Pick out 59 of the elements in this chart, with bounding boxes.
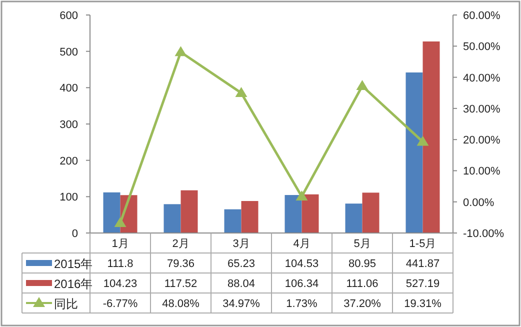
bar (422, 41, 440, 233)
data-label: 34.97% (222, 298, 260, 310)
bar (406, 72, 423, 233)
y2-tick-label: 0.00% (463, 196, 494, 209)
data-label: 80.95 (348, 258, 376, 270)
x-tick-label: 4月 (293, 238, 310, 250)
point (356, 80, 368, 90)
bar (103, 192, 120, 233)
y-tick-label: 0 (72, 228, 78, 240)
x-tick-label: 1月 (112, 238, 129, 250)
x-tick-label: 2月 (172, 238, 190, 250)
data-label: 111.8 (107, 258, 134, 270)
y-tick-label: 300 (60, 119, 78, 131)
data-label: 527.19 (406, 278, 440, 290)
y-tick-label: 200 (60, 155, 78, 168)
y2-tick-label: 60.00% (463, 10, 501, 22)
data-label: 48.08% (162, 298, 200, 310)
bar (224, 209, 242, 233)
legend-label: 2015年 (54, 257, 93, 271)
y-tick-label: 400 (60, 82, 78, 95)
bar (345, 204, 362, 233)
point (296, 190, 308, 200)
data-label: 19.31% (404, 298, 442, 310)
data-label: 111.06 (346, 278, 378, 290)
y-tick-label: 600 (60, 10, 78, 22)
bar (164, 204, 181, 233)
data-label: 65.23 (227, 258, 256, 270)
x-tick-label: 5月 (354, 238, 371, 250)
y2-tick-label: -10.00% (463, 228, 504, 240)
x-tick-label: 3月 (232, 238, 250, 250)
data-label: 106.34 (284, 278, 319, 290)
y2-tick-label: 10.00% (463, 166, 501, 178)
y2-tick-label: 50.00% (463, 41, 501, 54)
data-label: -6.77% (102, 298, 138, 310)
data-label: 104.53 (284, 258, 319, 270)
point (235, 86, 248, 97)
bar (284, 195, 302, 233)
bar (362, 192, 380, 233)
data-label: 88.04 (227, 278, 256, 290)
y2-tick-label: 40.00% (463, 72, 501, 84)
point (114, 216, 126, 227)
data-label: 1.73% (286, 298, 318, 310)
data-label: 441.87 (406, 258, 440, 270)
y2-tick-label: 20.00% (463, 134, 501, 147)
legend-label: 同比 (54, 297, 78, 311)
x-tick-label: 1-5月 (409, 238, 436, 250)
point (416, 136, 429, 146)
data-label: 79.36 (166, 258, 195, 270)
legend-label: 2016年 (54, 277, 93, 291)
bar (241, 201, 258, 233)
data-label: 37.20% (344, 298, 382, 310)
bar (180, 190, 198, 233)
point (174, 46, 187, 56)
y2-tick-label: 30.00% (463, 103, 501, 116)
y-tick-label: 100 (60, 192, 78, 204)
y-tick-label: 500 (60, 46, 78, 58)
data-label: 104.23 (103, 278, 138, 290)
data-label: 117.52 (164, 278, 198, 290)
bar (302, 194, 319, 233)
